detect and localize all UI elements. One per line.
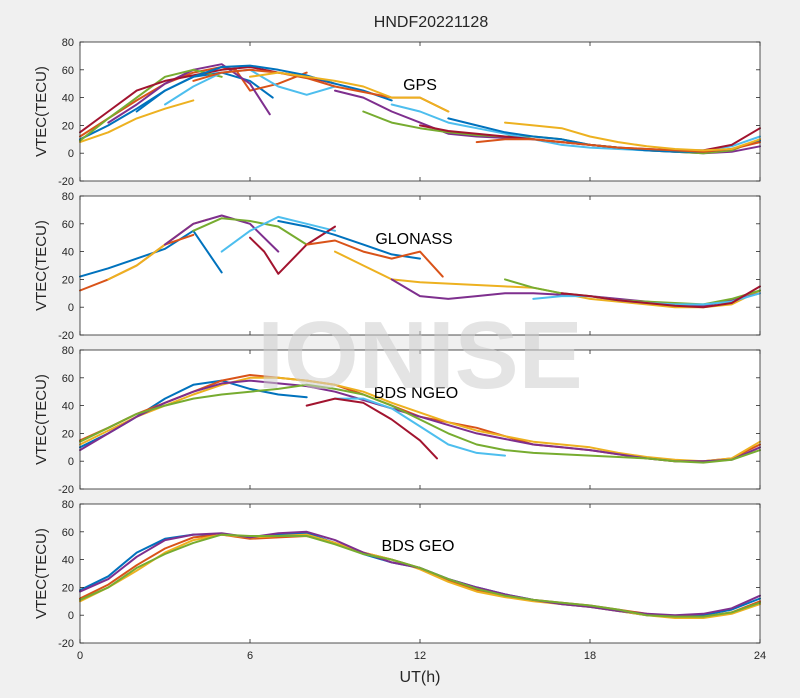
y-tick-label: 80 xyxy=(62,191,74,203)
panel-label: BDS NGEO xyxy=(374,385,458,402)
x-axis-label: UT(h) xyxy=(400,669,441,686)
panel-label: GPS xyxy=(403,77,437,94)
series-group xyxy=(79,374,761,464)
series-line xyxy=(79,533,761,618)
y-tick-label: -20 xyxy=(58,484,74,496)
y-tick-label: 0 xyxy=(68,610,74,622)
series-line xyxy=(164,214,280,253)
y-axis-label: VTEC(TECU) xyxy=(33,66,50,157)
series-line xyxy=(560,285,761,309)
series-line xyxy=(192,217,308,246)
series-group xyxy=(79,530,761,619)
series-line xyxy=(305,239,444,278)
panel-1: -20 0 20 40 60 80 VTEC(TECU) GLONASS xyxy=(33,191,761,342)
series-line xyxy=(79,376,761,463)
series-line xyxy=(79,383,761,464)
figure-title: HNDF20221128 xyxy=(374,14,489,31)
series-line xyxy=(79,66,308,138)
y-tick-label: 20 xyxy=(62,274,74,286)
y-tick-label: 80 xyxy=(62,345,74,357)
panel-label: GLONASS xyxy=(375,231,452,248)
y-axis-label: VTEC(TECU) xyxy=(33,374,50,465)
series-line xyxy=(220,215,336,253)
y-tick-label: -20 xyxy=(58,330,74,342)
plot-area xyxy=(80,196,760,335)
x-tick-label: 18 xyxy=(584,650,596,662)
y-tick-label: 20 xyxy=(62,120,74,132)
panel-2: -20 0 20 40 60 80 VTEC(TECU) BDS NGEO xyxy=(33,345,761,496)
series-line xyxy=(277,220,421,260)
x-tick-label: 0 xyxy=(77,650,83,662)
series-line xyxy=(504,121,761,152)
y-tick-label: 0 xyxy=(68,456,74,468)
y-tick-label: -20 xyxy=(58,176,74,188)
y-axis-label: VTEC(TECU) xyxy=(33,528,50,619)
y-axis-label: VTEC(TECU) xyxy=(33,220,50,311)
y-tick-label: -20 xyxy=(58,638,74,650)
y-tick-label: 40 xyxy=(62,555,74,567)
series-line xyxy=(135,64,393,113)
series-line xyxy=(305,397,438,460)
y-tick-label: 40 xyxy=(62,247,74,259)
series-line xyxy=(79,99,195,144)
x-tick-label: 12 xyxy=(414,650,426,662)
y-tick-label: 60 xyxy=(62,373,74,385)
y-tick-label: 60 xyxy=(62,527,74,539)
y-tick-label: 40 xyxy=(62,93,74,105)
series-line xyxy=(79,229,223,278)
series-group xyxy=(79,63,761,155)
y-tick-label: 20 xyxy=(62,428,74,440)
series-line xyxy=(334,397,506,457)
y-tick-label: 0 xyxy=(68,302,74,314)
y-tick-label: 60 xyxy=(62,65,74,77)
y-tick-label: 80 xyxy=(62,499,74,511)
y-tick-label: 80 xyxy=(62,37,74,49)
watermark-text: IONISE xyxy=(257,302,582,409)
panel-label: BDS GEO xyxy=(382,538,455,555)
series-group xyxy=(79,214,761,309)
y-tick-label: 0 xyxy=(68,148,74,160)
panel-0: -20 0 20 40 60 80 VTEC(TECU) GPS xyxy=(33,37,761,188)
y-tick-label: 40 xyxy=(62,401,74,413)
series-line xyxy=(249,225,336,275)
series-line xyxy=(249,71,450,113)
x-tick-label: 24 xyxy=(754,650,766,662)
series-line xyxy=(79,68,223,142)
y-tick-label: 60 xyxy=(62,219,74,231)
plot-area xyxy=(80,504,760,643)
x-tick-label: 6 xyxy=(247,650,253,662)
y-tick-label: 20 xyxy=(62,582,74,594)
